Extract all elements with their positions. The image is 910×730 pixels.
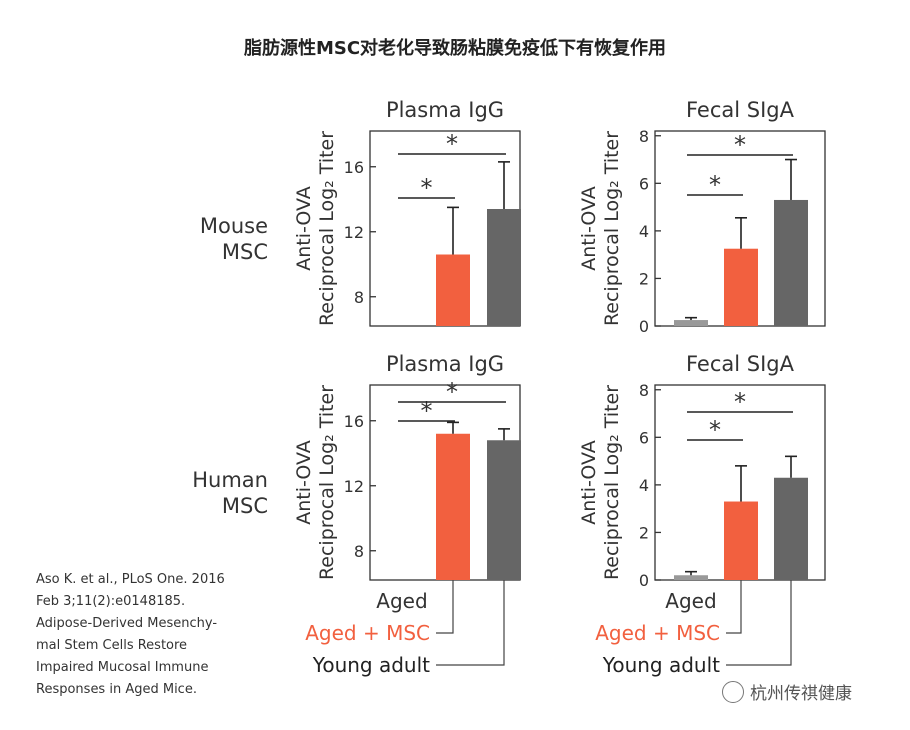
bar-aged-msc: [436, 254, 470, 326]
y-axis-label-2: Reciprocal Log₂ Titer: [601, 131, 623, 326]
y-tick-label: 4: [639, 476, 649, 495]
citation-line: Impaired Mucosal Immune: [36, 660, 209, 675]
watermark-text: 杭州传祺健康: [750, 684, 852, 704]
chart-human-fecal-siga: Fecal SIgA Anti-OVA Reciprocal Log₂ Titer 0…: [578, 352, 826, 590]
y-tick-label: 16: [344, 412, 364, 431]
y-tick-label: 6: [639, 428, 649, 447]
y-tick-label: 12: [344, 223, 364, 242]
category-callout-line: [436, 580, 505, 666]
bar-aged-msc: [724, 248, 758, 326]
panel-title: Fecal SIgA: [686, 98, 795, 122]
watermark: 杭州传祺健康: [722, 679, 852, 704]
significance-star: *: [446, 378, 458, 406]
category-callout-line: [436, 580, 454, 634]
citation-line: Aso K. et al., PLoS One. 2016: [36, 572, 225, 587]
panel-title: Plasma IgG: [386, 352, 504, 376]
row-label-mouse: Mouse MSC: [180, 213, 268, 265]
y-axis-label: Anti-OVA: [578, 186, 600, 271]
category-label: Aged + MSC: [595, 621, 720, 645]
wechat-icon: [722, 680, 744, 703]
panel-title: Plasma IgG: [386, 98, 504, 122]
bar-aged: [674, 575, 708, 580]
bar-young-adult: [487, 209, 521, 326]
y-tick-label: 12: [344, 477, 364, 496]
bar-young-adult: [774, 199, 808, 326]
y-axis-label-2: Reciprocal Log₂ Titer: [601, 385, 623, 580]
panel-title: Fecal SIgA: [686, 352, 795, 376]
category-label: Aged: [376, 589, 427, 613]
bar-aged-msc: [724, 501, 758, 580]
significance-star: *: [421, 174, 433, 202]
y-axis-label: Anti-OVA: [578, 440, 600, 525]
category-legend: Aged Aged + MSC Young adult: [595, 580, 792, 677]
category-callout-line: [726, 580, 792, 666]
significance-star: *: [446, 130, 458, 158]
y-tick-label: 2: [639, 523, 649, 542]
figure-title: 脂肪源性MSC对老化导致肠粘膜免疫低下有恢复作用: [243, 38, 667, 59]
y-tick-label: 8: [354, 542, 364, 561]
y-tick-label: 6: [639, 174, 649, 193]
significance-star: *: [421, 397, 433, 425]
citation-line: Feb 3;11(2):e0148185.: [36, 594, 186, 609]
y-tick-label: 2: [639, 269, 649, 288]
bar-young-adult: [487, 440, 521, 580]
category-label: Aged: [665, 589, 716, 613]
bar-aged-msc: [436, 433, 470, 580]
bar-aged: [674, 320, 708, 326]
y-axis-label: Anti-OVA: [293, 440, 315, 525]
citation-line: Responses in Aged Mice.: [36, 682, 197, 697]
y-axis-label-2: Reciprocal Log₂ Titer: [316, 385, 338, 580]
significance-star: *: [734, 388, 746, 416]
bar-young-adult: [774, 477, 808, 580]
citation: Aso K. et al., PLoS One. 2016 Feb 3;11(2…: [36, 569, 266, 701]
chart-mouse-fecal-siga: Fecal SIgA Anti-OVA Reciprocal Log₂ Titer 0…: [578, 98, 826, 336]
category-label: Aged + MSC: [305, 621, 430, 645]
y-tick-label: 4: [639, 222, 649, 241]
y-tick-label: 16: [344, 158, 364, 177]
citation-line: mal Stem Cells Restore: [36, 638, 188, 653]
significance-star: *: [709, 416, 721, 444]
significance-star: *: [709, 171, 721, 199]
row-label-line1: Human: [192, 468, 268, 492]
y-axis-label: Anti-OVA: [293, 186, 315, 271]
category-callout-line: [726, 580, 742, 634]
y-tick-label: 0: [639, 317, 649, 336]
y-tick-label: 8: [639, 381, 649, 400]
y-tick-label: 8: [639, 127, 649, 146]
y-tick-label: 0: [639, 571, 649, 590]
citation-line: Adipose-Derived Mesenchy-: [36, 616, 218, 631]
significance-star: *: [734, 131, 746, 159]
row-label-line2: MSC: [221, 494, 268, 518]
category-label: Young adult: [602, 653, 720, 677]
y-axis-label-2: Reciprocal Log₂ Titer: [316, 131, 338, 326]
row-label-human: Human MSC: [180, 467, 268, 519]
row-label-line1: Mouse: [199, 214, 268, 238]
row-label-line2: MSC: [221, 240, 268, 264]
category-legend: Aged Aged + MSC Young adult: [305, 580, 505, 677]
y-tick-label: 8: [354, 288, 364, 307]
category-label: Young adult: [312, 653, 430, 677]
chart-mouse-plasma-igg: Plasma IgG Anti-OVA Reciprocal Log₂ Titer 8…: [293, 98, 521, 327]
chart-human-plasma-igg: Plasma IgG Anti-OVA Reciprocal Log₂ Titer 8…: [293, 352, 521, 581]
